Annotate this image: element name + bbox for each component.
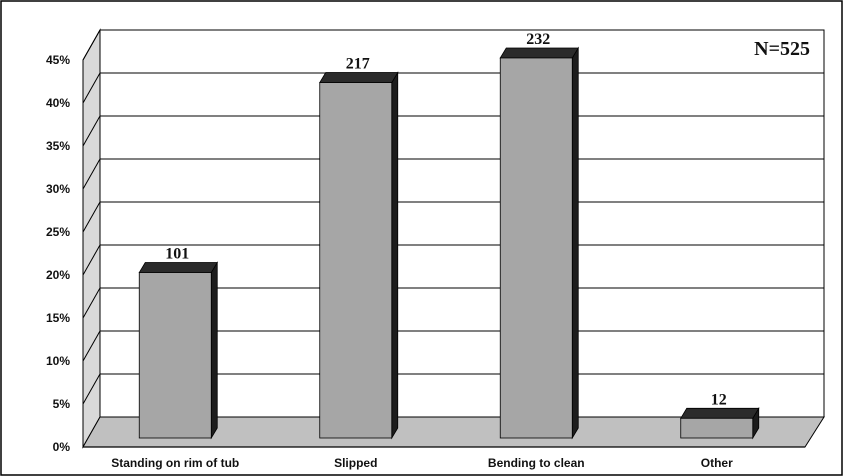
- y-tick-label: 35%: [46, 139, 70, 153]
- gridline-depth: [82, 29, 101, 61]
- data-labels: 101 217 232 12: [165, 31, 727, 408]
- side-wall: [82, 28, 101, 449]
- bar-top: [680, 407, 760, 419]
- x-tick-label: Bending to clean: [488, 456, 585, 470]
- y-tick-label: 20%: [46, 268, 70, 282]
- y-tick-label: 40%: [46, 96, 70, 110]
- gridline-depth: [82, 158, 101, 190]
- gridline-depth: [82, 330, 101, 362]
- bar-side: [571, 46, 579, 440]
- x-tick-label: Other: [701, 456, 733, 470]
- bar: [499, 57, 573, 439]
- data-label: 232: [526, 31, 550, 48]
- y-tick-label: 10%: [46, 354, 70, 368]
- bar: [680, 417, 754, 439]
- x-tick-label: Standing on rim of tub: [111, 456, 239, 470]
- plot-floor: [82, 416, 825, 448]
- x-axis-category-labels: Standing on rim of tub Slipped Bending to …: [111, 456, 733, 470]
- data-label: 217: [346, 56, 370, 73]
- gridlines: [82, 29, 824, 405]
- y-tick-label: 0%: [53, 440, 71, 454]
- y-tick-label: 15%: [46, 311, 70, 325]
- gridline-depth: [82, 287, 101, 319]
- bar-top: [138, 262, 218, 273]
- y-tick-label: 45%: [46, 53, 70, 67]
- bar: [138, 272, 212, 439]
- bars: [138, 46, 760, 440]
- data-label: 12: [711, 391, 727, 408]
- bar-top: [319, 72, 399, 83]
- gridline-depth: [82, 244, 101, 276]
- gridline-depth: [82, 373, 101, 405]
- sample-size-annotation: N=525: [754, 38, 810, 60]
- y-axis-tick-labels: 0% 5% 10% 15% 20% 25% 30% 35% 40% 45%: [46, 53, 70, 454]
- bar-side: [391, 71, 399, 440]
- bar: [319, 82, 393, 439]
- x-tick-label: Slipped: [334, 456, 377, 470]
- bar-side: [210, 261, 218, 440]
- data-label: 101: [165, 246, 189, 263]
- gridline-depth: [82, 201, 101, 233]
- y-tick-label: 5%: [53, 397, 71, 411]
- y-tick-label: 25%: [46, 225, 70, 239]
- gridline-depth: [82, 72, 101, 104]
- gridline-depth: [82, 115, 101, 147]
- y-tick-label: 30%: [46, 182, 70, 196]
- bar-top: [499, 47, 579, 59]
